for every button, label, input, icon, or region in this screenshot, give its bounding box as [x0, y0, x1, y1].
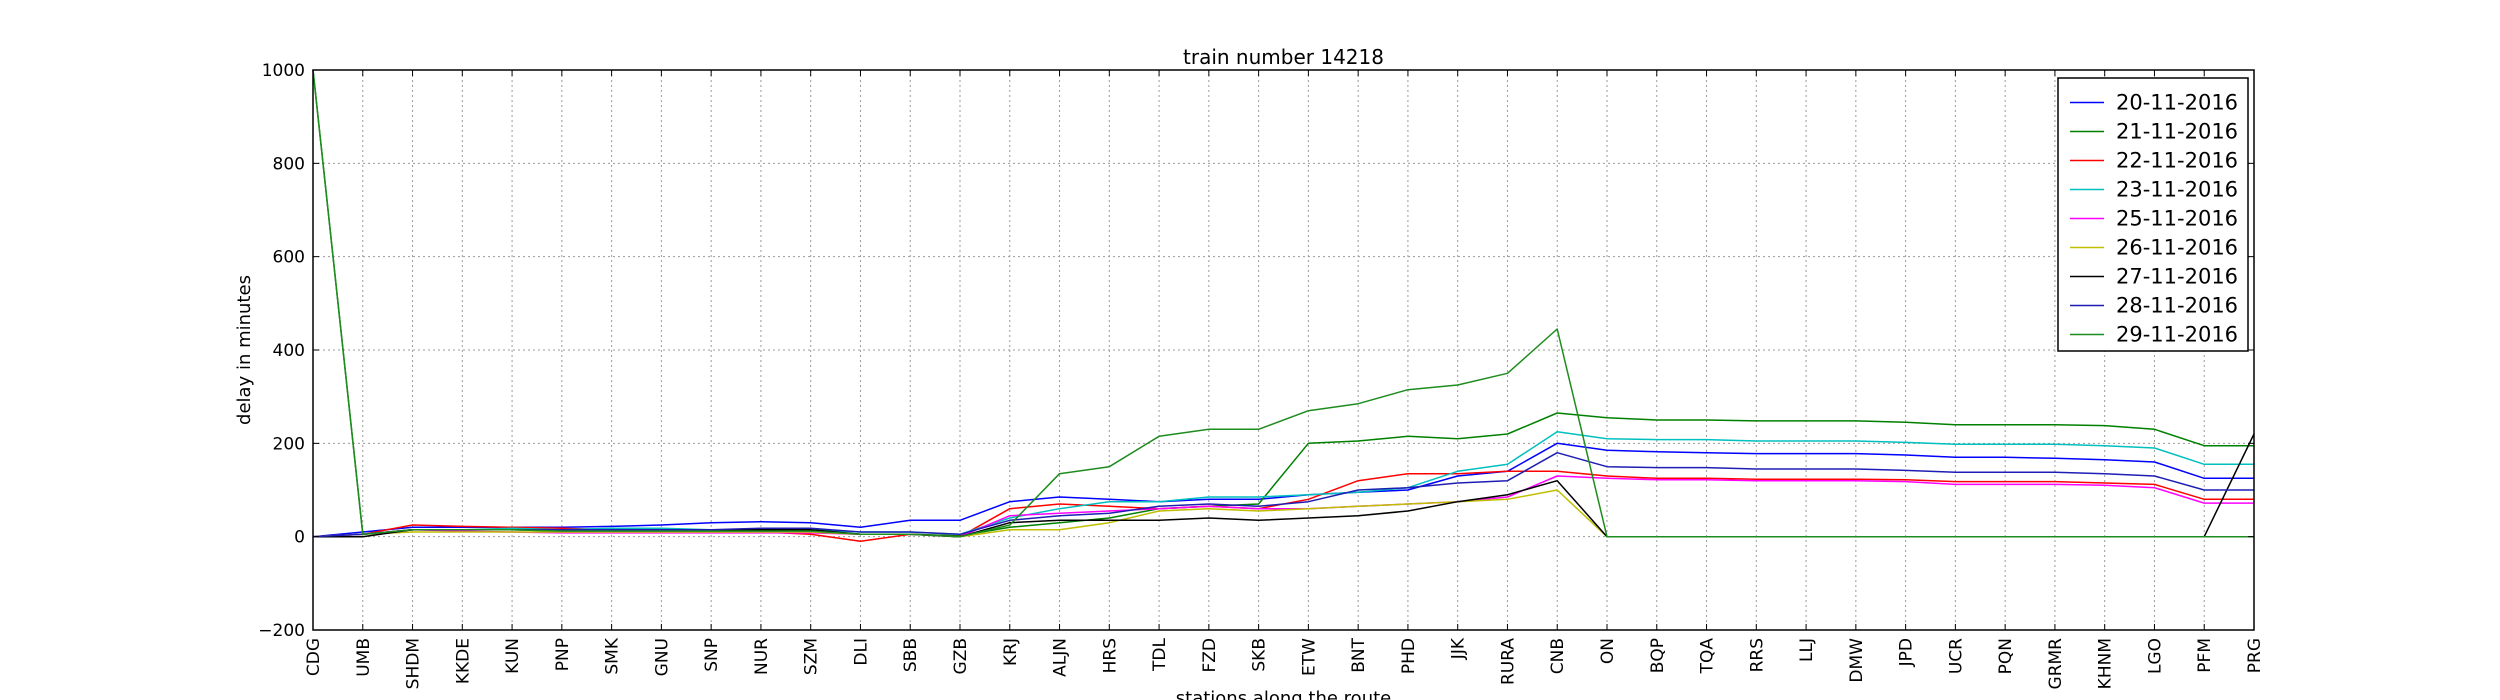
legend-label: 28-11-2016 — [2116, 294, 2238, 318]
x-tick-label: RURA — [1498, 638, 1518, 685]
y-tick-label: 0 — [294, 528, 305, 548]
x-tick-label: KKDE — [453, 638, 473, 684]
x-tick-label: SNP — [702, 638, 722, 672]
y-ticks: −200 0 200 400 600 800 1000 — [258, 61, 2254, 641]
x-tick-label: PQN — [1996, 638, 2016, 674]
x-tick-label: JJK — [1449, 637, 1469, 660]
series-line — [312, 451, 2254, 538]
x-tick-label: CNB — [1548, 638, 1568, 674]
y-axis-title: delay in minutes — [234, 275, 255, 425]
x-tick-label: LLJ — [1797, 638, 1817, 662]
x-tick-label: GZB — [951, 638, 971, 674]
legend-label: 21-11-2016 — [2116, 120, 2238, 144]
x-tick-label: UMB — [354, 638, 374, 677]
x-tick-label: SKB — [1250, 638, 1270, 672]
legend-box — [2057, 77, 2249, 352]
y-tick-label: −200 — [258, 621, 305, 641]
x-tick-label: CDG — [304, 638, 324, 676]
x-tick-label: KHNM — [2096, 638, 2116, 689]
series-line — [313, 433, 2255, 538]
x-tick-label: DLI — [851, 638, 871, 666]
x-tick-label: PRG — [2245, 638, 2265, 673]
series-line — [312, 475, 2254, 538]
legend-label: 25-11-2016 — [2116, 207, 2238, 231]
x-tick-label: KRJ — [1001, 638, 1021, 666]
series-line — [312, 442, 2254, 538]
x-axis-title: stations along the route — [1176, 688, 1391, 700]
x-tick-label: PNP — [553, 638, 573, 671]
x-tick-label: JPD — [1897, 638, 1917, 667]
series-lines — [312, 69, 2255, 543]
y-tick-label: 200 — [273, 434, 305, 454]
chart-title: train number 14218 — [1183, 45, 1384, 69]
x-tick-label: LGO — [2145, 638, 2165, 674]
x-tick-label: ON — [1598, 638, 1618, 664]
grid — [313, 70, 2254, 630]
x-tick-label: KUN — [503, 638, 523, 674]
x-tick-label: PFM — [2195, 638, 2215, 673]
y-tick-label: 400 — [273, 341, 305, 361]
x-tick-label: ALJN — [1051, 638, 1071, 677]
y-tick-label: 1000 — [262, 61, 305, 81]
legend-label: 29-11-2016 — [2116, 323, 2238, 347]
series-line — [312, 69, 2254, 538]
x-tick-label: NUR — [752, 638, 772, 675]
x-tick-label: SHDM — [404, 638, 424, 689]
y-tick-label: 800 — [273, 154, 305, 174]
x-tick-label: FZD — [1200, 638, 1220, 673]
x-tick-label: RRS — [1747, 638, 1767, 672]
x-tick-label: SBB — [901, 638, 921, 672]
x-tick-label: SZM — [802, 638, 822, 675]
y-tick-label: 600 — [273, 248, 305, 268]
legend-label: 27-11-2016 — [2116, 265, 2238, 289]
legend: 20-11-2016 21-11-2016 22-11-2016 23-11-2016… — [2057, 77, 2249, 352]
x-tick-label: ETW — [1299, 638, 1319, 676]
legend-label: 22-11-2016 — [2116, 149, 2238, 173]
x-tick-label: DMW — [1847, 638, 1867, 683]
x-tick-label: TQA — [1698, 638, 1718, 675]
legend-label: 26-11-2016 — [2116, 236, 2238, 260]
legend-label: 23-11-2016 — [2116, 178, 2238, 202]
x-tick-label: PHD — [1399, 638, 1419, 674]
series-line — [312, 430, 2254, 538]
series-line — [312, 69, 2254, 537]
x-tick-label: TDL — [1150, 637, 1170, 671]
x-tick-label: GNU — [652, 638, 672, 676]
legend-label: 20-11-2016 — [2116, 91, 2238, 115]
x-tick-label: GRMR — [2046, 638, 2066, 690]
x-tick-label: HRS — [1100, 638, 1120, 673]
x-tick-label: BQP — [1648, 638, 1668, 673]
x-ticks: CDG UMB SHDM KKDE KUN PNP SMK GNU SNP NUR SZM DLI SB… — [304, 70, 2265, 689]
x-tick-label: UCR — [1946, 638, 1966, 674]
x-tick-label: SMK — [603, 637, 623, 674]
x-tick-label: BNT — [1349, 637, 1369, 672]
